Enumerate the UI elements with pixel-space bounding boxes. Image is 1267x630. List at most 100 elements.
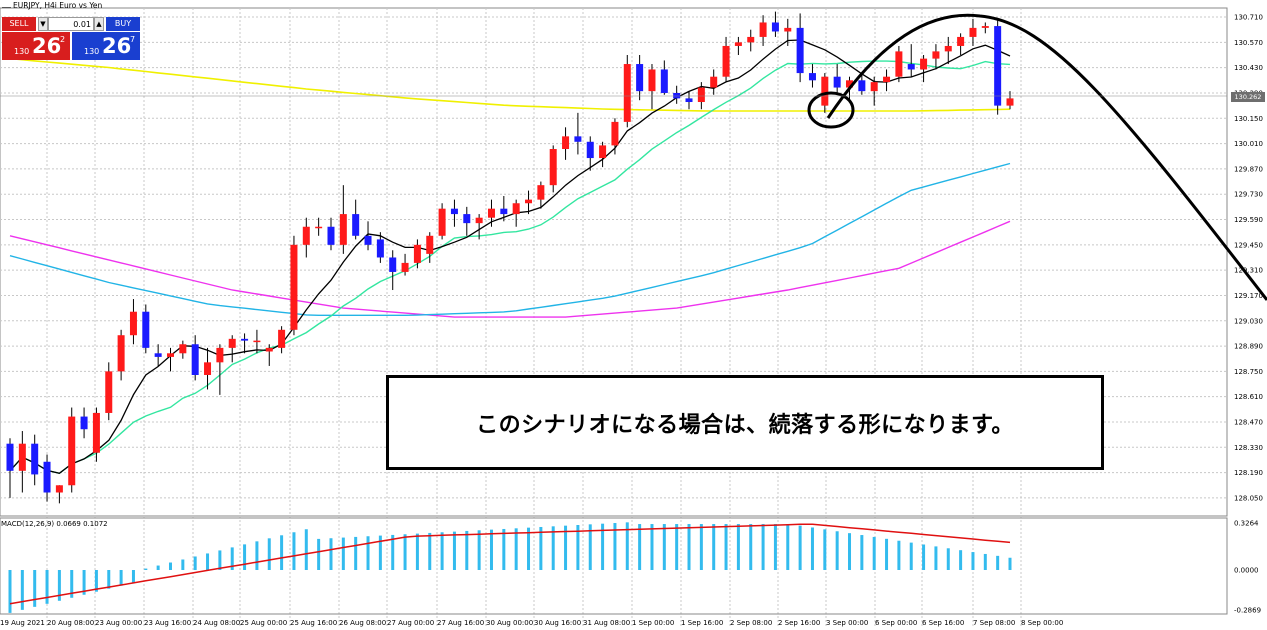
macd-bar — [675, 524, 679, 570]
candle-body — [599, 145, 607, 159]
price-tick-label: 129.310 — [1234, 267, 1263, 275]
candle — [673, 85, 681, 104]
macd-bar — [156, 565, 160, 570]
volume-down-button[interactable]: ▼ — [38, 17, 48, 31]
callout-text: このシナリオになる場合は、続落する形になります。 — [476, 412, 1014, 438]
candle — [179, 340, 187, 359]
candle-body — [648, 69, 656, 92]
macd-bar — [452, 531, 456, 570]
price-tick-label: 129.870 — [1234, 165, 1263, 173]
volume-input[interactable] — [48, 17, 94, 31]
candle-body — [747, 36, 755, 43]
candle-body — [339, 214, 347, 245]
time-tick-label: 26 Aug 08:00 — [339, 619, 386, 627]
candle-body — [722, 45, 730, 77]
candle-body — [512, 203, 520, 215]
macd-bar — [872, 536, 876, 570]
buy-price-main: 26 — [102, 34, 132, 58]
candle-body — [537, 185, 545, 200]
candle — [771, 11, 779, 37]
macd-signal-line — [9, 523, 1011, 605]
candle-body — [204, 362, 212, 375]
candle-body — [376, 239, 384, 258]
candle — [18, 431, 26, 493]
time-tick-label: 6 Sep 00:00 — [875, 619, 917, 627]
volume-up-button[interactable]: ▲ — [94, 17, 104, 31]
price-tick-label: 129.730 — [1234, 191, 1263, 199]
candle — [413, 239, 421, 269]
time-tick-label: 27 Aug 16:00 — [437, 619, 484, 627]
candle-body — [426, 235, 434, 254]
candle — [537, 181, 545, 209]
macd-bar — [650, 524, 654, 570]
macd-bar — [946, 548, 950, 570]
macd-bar — [699, 524, 703, 570]
candle — [117, 329, 125, 381]
buy-quote[interactable]: 130 26 7 — [72, 32, 140, 60]
candle-body — [166, 353, 174, 357]
time-tick-label: 2 Sep 16:00 — [778, 619, 820, 627]
macd-tick-label: 0.3264 — [1234, 520, 1259, 528]
candle — [858, 73, 866, 95]
candle — [784, 18, 792, 46]
candle — [981, 22, 989, 34]
buy-button[interactable]: BUY — [106, 17, 140, 31]
candle-body — [475, 217, 483, 224]
macd-bar — [564, 525, 568, 570]
candle — [278, 326, 286, 354]
candle-body — [784, 27, 792, 32]
candle — [907, 44, 915, 77]
candle — [475, 214, 483, 240]
candle — [796, 13, 804, 83]
candle — [500, 196, 508, 222]
candle — [487, 199, 495, 227]
macd-bar — [588, 524, 592, 570]
candle-body — [315, 226, 323, 229]
candle-body — [401, 262, 409, 272]
macd-bar — [489, 529, 493, 570]
macd-bar — [885, 538, 889, 570]
macd-bar — [514, 528, 518, 570]
price-tick-label: 128.750 — [1234, 368, 1263, 376]
candle — [586, 136, 594, 171]
sell-button[interactable]: SELL — [2, 17, 36, 31]
sell-quote[interactable]: 130 26 2 — [2, 32, 70, 60]
candle-body — [80, 416, 88, 430]
candle — [290, 235, 298, 336]
macd-bar — [317, 538, 321, 570]
price-tick-label: 128.190 — [1234, 469, 1263, 477]
candle-body — [327, 226, 335, 245]
candle — [685, 91, 693, 110]
candle-body — [636, 64, 644, 92]
candle — [660, 60, 668, 95]
candle-body — [549, 149, 557, 186]
candle — [92, 407, 100, 462]
macd-bar — [786, 524, 790, 570]
candle-body — [821, 76, 829, 106]
candle — [920, 55, 928, 83]
candle-body — [43, 461, 51, 493]
time-tick-label: 23 Aug 16:00 — [144, 619, 191, 627]
time-tick-label: 8 Sep 00:00 — [1021, 619, 1063, 627]
candle — [426, 232, 434, 263]
macd-bar — [551, 526, 555, 570]
time-tick-label: 1 Sep 00:00 — [632, 619, 674, 627]
macd-bar — [70, 570, 74, 598]
candle — [253, 329, 261, 354]
candle — [43, 454, 51, 502]
candle — [574, 112, 582, 155]
candle — [1006, 91, 1014, 110]
time-tick-label: 30 Aug 16:00 — [534, 619, 581, 627]
macd-bar — [712, 524, 716, 570]
candle-body — [833, 76, 841, 88]
time-tick-label: 3 Sep 00:00 — [826, 619, 868, 627]
candle — [327, 217, 335, 251]
price-tick-label: 128.050 — [1234, 494, 1263, 502]
candle — [401, 253, 409, 276]
macd-frame — [0, 517, 1228, 615]
macd-bar — [749, 524, 753, 570]
candle-body — [1006, 98, 1014, 106]
candle — [969, 18, 977, 46]
candle — [241, 333, 249, 354]
